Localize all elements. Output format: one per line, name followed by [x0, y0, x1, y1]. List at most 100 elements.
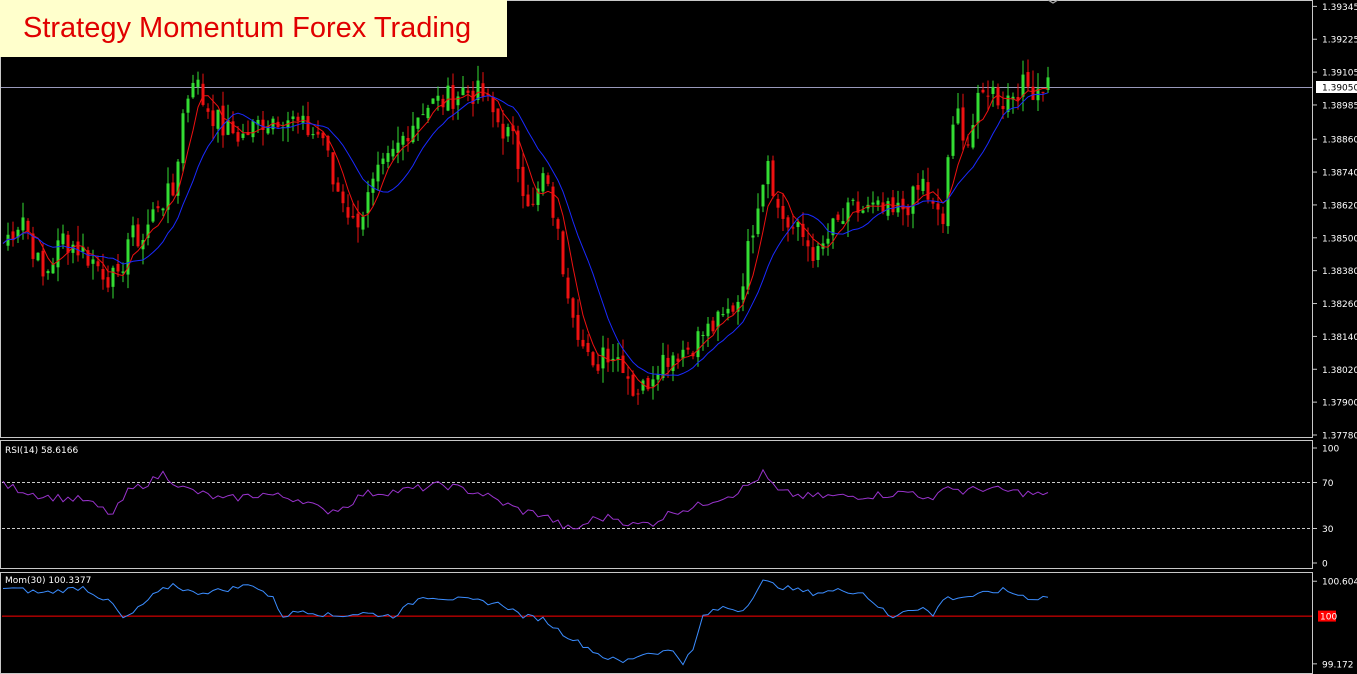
bullish-candle: [896, 202, 900, 213]
bearish-candle: [591, 352, 595, 366]
bearish-candle: [11, 231, 15, 241]
bearish-candle: [496, 108, 500, 123]
bullish-candle: [381, 158, 385, 164]
bearish-candle: [961, 107, 965, 141]
bullish-candle: [661, 354, 665, 379]
bullish-candle: [91, 259, 95, 264]
candles: [6, 59, 1050, 405]
bearish-candle: [171, 182, 175, 196]
bullish-candle: [161, 208, 165, 211]
bullish-candle: [1021, 74, 1025, 97]
bullish-candle: [111, 267, 115, 287]
bullish-candle: [396, 142, 400, 153]
current-price-marker-label: 1.39050: [1322, 84, 1357, 94]
bullish-candle: [976, 92, 980, 124]
bearish-candle: [96, 261, 100, 267]
bullish-candle: [411, 125, 415, 143]
bearish-candle: [441, 98, 445, 108]
bullish-candle: [721, 314, 725, 316]
bearish-candle: [1001, 105, 1005, 110]
bullish-candle: [421, 114, 425, 116]
bearish-candle: [221, 105, 225, 136]
momentum-panel: Mom(30) 100.3377 100.604 99.172 100: [0, 572, 1357, 674]
rsi-tick-label: 100: [1322, 445, 1339, 455]
bearish-candle: [561, 231, 565, 275]
bearish-candle: [531, 203, 535, 205]
bearish-candle: [941, 213, 945, 225]
bearish-candle: [516, 130, 520, 169]
bearish-candle: [906, 205, 910, 216]
bearish-candle: [996, 87, 1000, 106]
bullish-candle: [761, 184, 765, 207]
bullish-candle: [871, 202, 875, 205]
bearish-candle: [336, 182, 340, 192]
bullish-candle: [21, 217, 25, 231]
price-tick-label: 1.37780: [1322, 432, 1357, 442]
bullish-candle: [226, 119, 230, 135]
price-tick-label: 1.38140: [1322, 333, 1357, 343]
bullish-candle: [461, 87, 465, 96]
bearish-candle: [781, 205, 785, 219]
bullish-candle: [766, 161, 770, 185]
bearish-candle: [246, 132, 250, 136]
momentum-tick-label: 99.172: [1322, 660, 1354, 670]
bullish-candle: [756, 208, 760, 235]
bullish-candle: [956, 108, 960, 124]
bullish-candle: [271, 118, 275, 130]
bearish-candle: [521, 166, 525, 197]
bullish-candle: [946, 157, 950, 227]
bearish-candle: [321, 132, 325, 139]
bullish-candle: [861, 210, 865, 213]
bearish-candle: [101, 269, 105, 280]
bullish-candle: [291, 116, 295, 119]
bearish-candle: [236, 132, 240, 142]
bearish-candle: [711, 320, 715, 332]
momentum-level-marker-label: 100: [1320, 613, 1337, 623]
bullish-candle: [641, 380, 645, 391]
bearish-candle: [31, 233, 35, 259]
bearish-candle: [586, 342, 590, 352]
bullish-candle: [911, 186, 915, 214]
bearish-candle: [801, 223, 805, 238]
bullish-candle: [616, 357, 620, 360]
bearish-candle: [856, 201, 860, 213]
bearish-candle: [156, 206, 160, 209]
price-tick-label: 1.38860: [1322, 136, 1357, 146]
bullish-candle: [126, 239, 130, 275]
rsi-tick-label: 0: [1322, 560, 1328, 570]
bullish-candle: [656, 374, 660, 380]
rsi-line: [2, 468, 1049, 530]
bullish-candle: [876, 200, 880, 205]
bearish-candle: [576, 314, 580, 340]
bearish-candle: [41, 250, 45, 277]
bearish-candle: [931, 200, 935, 204]
bullish-candle: [1011, 96, 1015, 100]
bullish-candle: [431, 98, 435, 104]
price-tick-label: 1.38740: [1322, 169, 1357, 179]
bearish-candle: [646, 378, 650, 390]
bullish-candle: [51, 264, 55, 274]
bearish-candle: [351, 215, 355, 218]
bearish-candle: [346, 207, 350, 218]
momentum-line: [2, 579, 1049, 666]
bearish-candle: [1016, 96, 1020, 101]
price-tick-label: 1.37900: [1322, 399, 1357, 409]
bearish-candle: [526, 194, 530, 207]
bearish-candle: [771, 160, 775, 196]
scroll-arrow-icon[interactable]: [1047, 0, 1059, 4]
bearish-candle: [136, 224, 140, 247]
bearish-candle: [676, 358, 680, 362]
bearish-candle: [66, 234, 70, 253]
bullish-candle: [831, 218, 835, 236]
bearish-candle: [981, 89, 985, 93]
price-tick-label: 1.38020: [1322, 366, 1357, 376]
bullish-candle: [1006, 95, 1010, 113]
bearish-candle: [596, 364, 600, 371]
bearish-candle: [511, 125, 515, 132]
bearish-candle: [406, 138, 410, 142]
rsi-panel: RSI(14) 58.6166 100 70 30 0: [0, 440, 1339, 570]
bullish-candle: [821, 243, 825, 249]
price-tick-label: 1.38260: [1322, 300, 1357, 310]
bearish-candle: [686, 347, 690, 350]
bearish-candle: [546, 175, 550, 184]
